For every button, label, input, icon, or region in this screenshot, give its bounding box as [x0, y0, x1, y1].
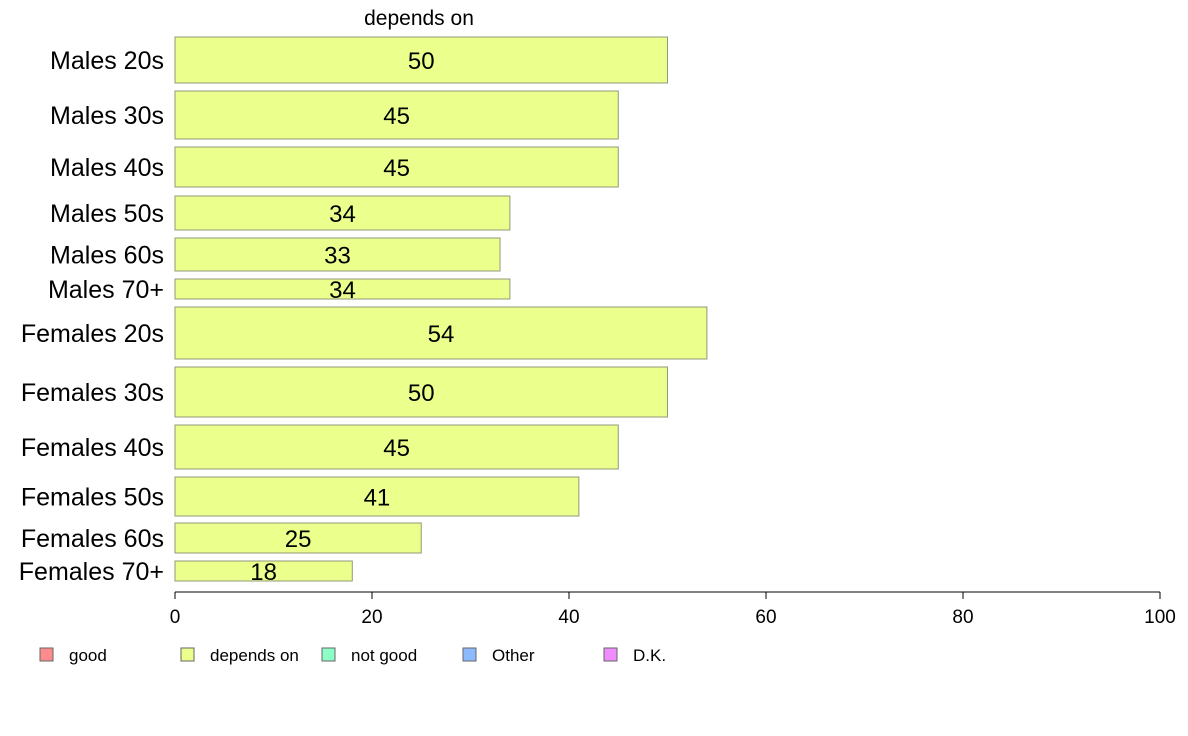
legend-item: not good: [321, 646, 417, 665]
data-label: 33: [324, 243, 351, 270]
category-label: Females 30s: [21, 379, 164, 407]
bar: [174, 306, 708, 360]
legend: good depends on not good Other D.K.: [39, 646, 666, 665]
legend-label: good: [69, 646, 107, 665]
category-label: Females 60s: [21, 525, 164, 553]
x-tick-label: 60: [755, 607, 776, 628]
bar: [174, 366, 668, 418]
data-label: 50: [408, 380, 435, 407]
x-tick-label: 80: [952, 607, 973, 628]
bar: [174, 90, 619, 140]
bar: [174, 424, 619, 470]
category-label: Males 70+: [48, 276, 164, 304]
legend-item: good: [39, 646, 107, 665]
data-label: 45: [383, 103, 410, 130]
category-label: Males 30s: [50, 102, 164, 130]
category-label: Males 60s: [50, 242, 164, 270]
category-label: Females 70+: [19, 558, 164, 586]
x-tick-label: 20: [361, 607, 382, 628]
category-label: Females 20s: [21, 320, 164, 348]
legend-label: not good: [351, 646, 417, 665]
legend-swatch: [603, 647, 618, 662]
data-label: 45: [383, 435, 410, 462]
data-label: 50: [408, 48, 435, 75]
data-label: 34: [329, 277, 356, 304]
data-label: 54: [428, 321, 455, 348]
bar: [174, 237, 501, 272]
bar: [174, 560, 353, 582]
x-tick-label: 40: [558, 607, 579, 628]
bar: [174, 278, 511, 300]
x-axis: 0 20 40 60 80 100: [170, 591, 1176, 628]
x-tick-label: 0: [170, 607, 181, 628]
bar: [174, 522, 422, 554]
category-label: Females 50s: [21, 484, 164, 512]
bar: [174, 476, 580, 517]
category-label: Males 20s: [50, 47, 164, 75]
category-label: Females 40s: [21, 434, 164, 462]
category-label: Males 50s: [50, 200, 164, 228]
bar: [174, 195, 511, 231]
legend-label: Other: [492, 646, 535, 665]
legend-item: Other: [462, 646, 535, 665]
bars-group: Males 20s 50 Males 30s 45 Males 40s 45 Males 5…: [19, 36, 708, 586]
legend-label: D.K.: [633, 646, 666, 665]
category-label: Males 40s: [50, 154, 164, 182]
legend-label: depends on: [210, 646, 299, 665]
data-label: 41: [364, 485, 391, 512]
data-label: 45: [383, 155, 410, 182]
legend-swatch: [39, 647, 54, 662]
data-label: 25: [285, 526, 312, 553]
chart-title: depends on: [364, 7, 474, 30]
legend-item: D.K.: [603, 646, 666, 665]
data-label: 34: [329, 201, 356, 228]
bar: [174, 146, 619, 188]
legend-swatch: [180, 647, 195, 662]
x-tick-label: 100: [1144, 607, 1176, 628]
legend-item: depends on: [180, 646, 299, 665]
legend-swatch: [321, 647, 336, 662]
bar: [174, 36, 668, 84]
data-label: 18: [250, 559, 277, 586]
legend-swatch: [462, 647, 477, 662]
